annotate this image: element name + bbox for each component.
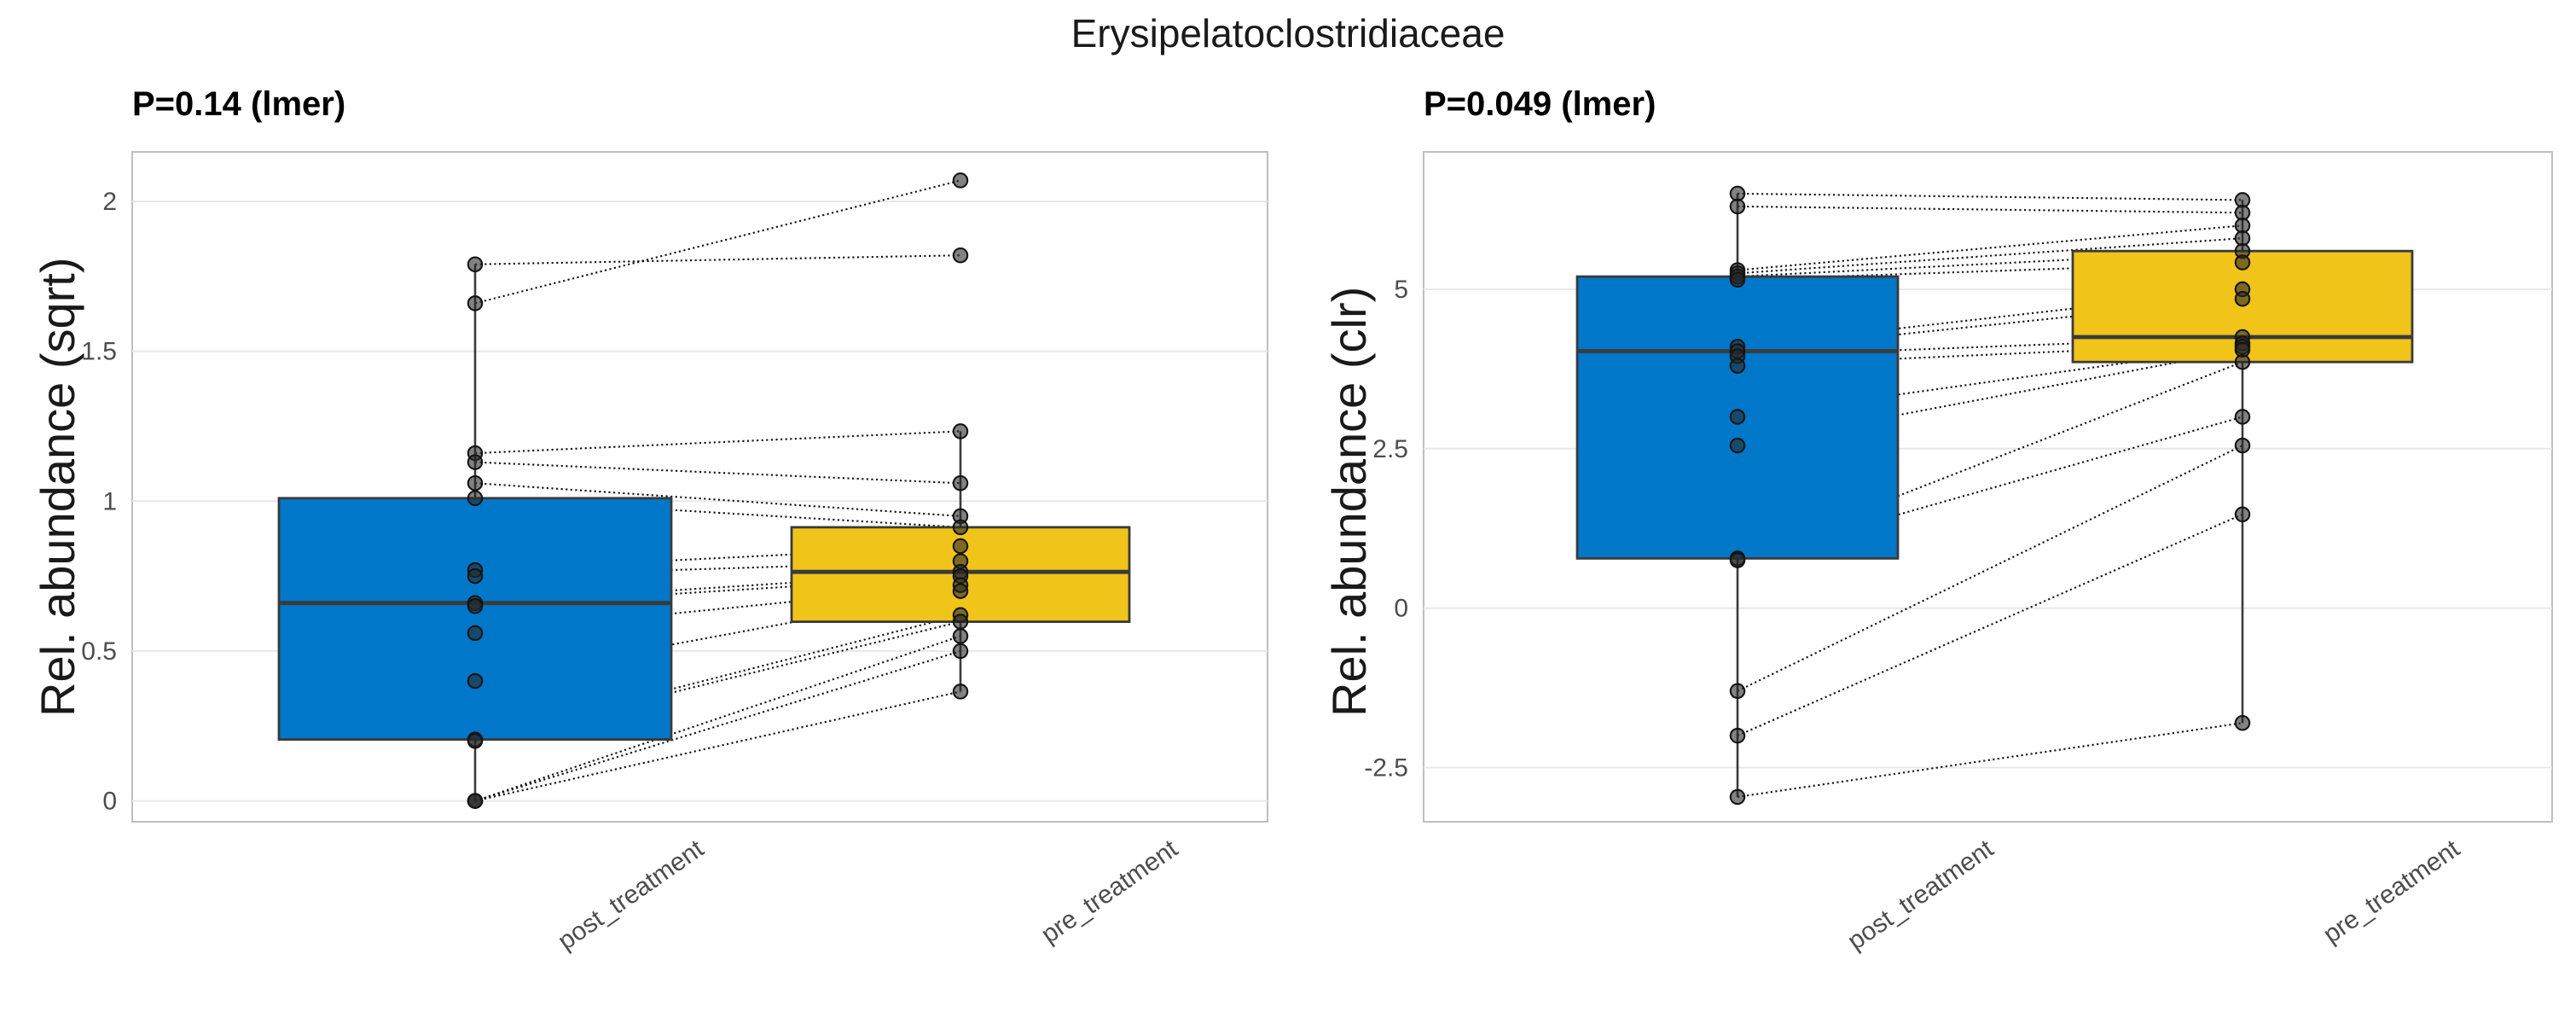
- svg-text:-2.5: -2.5: [1364, 753, 1408, 782]
- svg-text:2: 2: [102, 188, 117, 216]
- svg-text:0: 0: [1394, 595, 1408, 623]
- svg-text:5: 5: [1394, 276, 1408, 304]
- svg-text:0: 0: [102, 788, 117, 816]
- svg-text:1: 1: [102, 487, 117, 515]
- svg-text:2.5: 2.5: [1372, 435, 1408, 463]
- svg-text:0.5: 0.5: [81, 637, 117, 666]
- svg-text:1.5: 1.5: [81, 338, 117, 366]
